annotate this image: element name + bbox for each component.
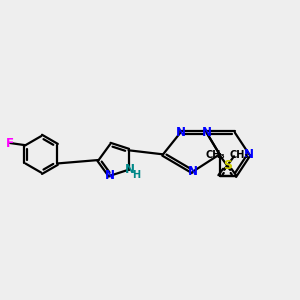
- Text: N: N: [176, 126, 185, 139]
- Text: N: N: [105, 169, 115, 182]
- Text: CH₃: CH₃: [206, 149, 225, 160]
- Text: N: N: [188, 165, 198, 178]
- Text: N: N: [124, 163, 134, 176]
- Text: N: N: [202, 126, 212, 139]
- Text: F: F: [6, 136, 14, 149]
- Text: S: S: [223, 159, 232, 172]
- Text: H: H: [132, 170, 140, 180]
- Text: N: N: [244, 148, 254, 161]
- Text: CH₃: CH₃: [230, 149, 249, 160]
